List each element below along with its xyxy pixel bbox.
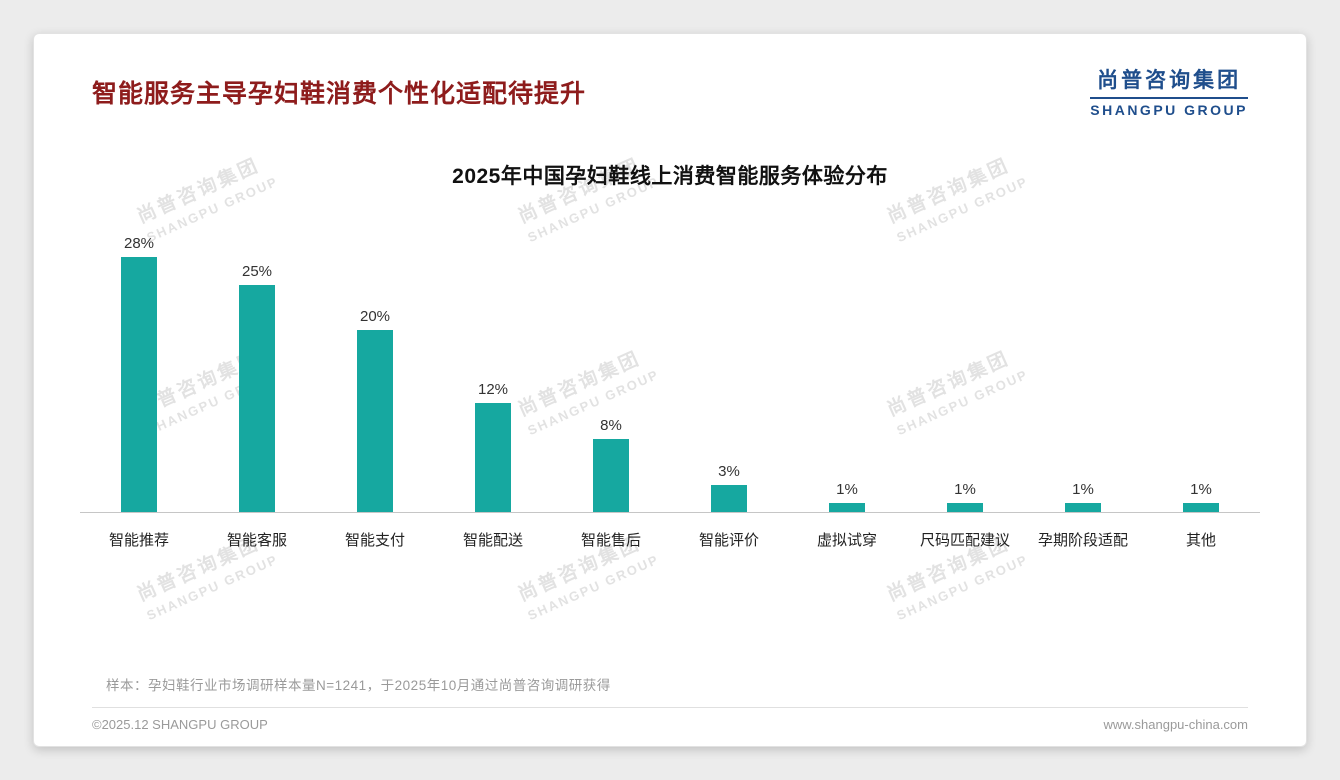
bar-value-label: 1% <box>836 480 858 498</box>
bar <box>239 284 275 512</box>
page-title: 智能服务主导孕妇鞋消费个性化适配待提升 <box>92 80 587 108</box>
footer: ©2025.12 SHANGPU GROUP www.shangpu-china… <box>92 707 1248 732</box>
logo-cn-text: 尚普咨询集团 <box>1090 64 1248 99</box>
bar-chart: 28% 25% 20% 12% 8% 3% 1% 1% 1% 1% 智能推荐 智能客服 智能支付 智能配… <box>80 220 1260 550</box>
category-label: 智能评价 <box>698 532 759 549</box>
category-label: 孕期阶段适配 <box>1037 532 1128 549</box>
category-label: 智能支付 <box>344 532 405 549</box>
category-label: 智能客服 <box>226 532 287 549</box>
bar-value-label: 20% <box>359 308 391 325</box>
bar <box>829 502 865 512</box>
bar-column: 25% <box>198 262 316 512</box>
company-logo: 尚普咨询集团 SHANGPU GROUP <box>1090 64 1248 118</box>
category-label: 其他 <box>1185 532 1216 549</box>
category-label: 智能推荐 <box>108 532 169 549</box>
bar-value-label: 1% <box>1190 480 1212 498</box>
bar-value-label: 28% <box>123 235 155 253</box>
bar <box>357 330 393 512</box>
bar-value-label: 25% <box>241 262 273 280</box>
header: 智能服务主导孕妇鞋消费个性化适配待提升 尚普咨询集团 SHANGPU GROUP <box>34 34 1306 118</box>
sample-note: 样本：孕妇鞋行业市场调研样本量N=1241，于2025年10月通过尚普咨询调研获… <box>106 678 611 693</box>
bar-column: 1% <box>906 481 1024 512</box>
bar <box>947 502 983 512</box>
bar-value-label: 12% <box>477 380 509 398</box>
bar <box>121 257 157 512</box>
watermark-en-text: SHANGPU GROUP <box>894 551 1031 623</box>
chart-title: 2025年中国孕妇鞋线上消费智能服务体验分布 <box>452 165 888 188</box>
copyright-text: ©2025.12 SHANGPU GROUP <box>92 717 268 732</box>
category-label: 智能售后 <box>580 532 641 549</box>
bar <box>1065 502 1101 512</box>
watermark-en-text: SHANGPU GROUP <box>525 551 662 623</box>
website-text: www.shangpu-china.com <box>1103 717 1248 732</box>
bar-value-label: 1% <box>954 480 976 498</box>
chart-plot-area: 28% 25% 20% 12% 8% 3% 1% 1% 1% 1% <box>80 220 1260 512</box>
bar <box>711 484 747 512</box>
category-label: 虚拟试穿 <box>816 532 877 549</box>
bar-column: 8% <box>552 417 670 512</box>
bar-column: 12% <box>434 381 552 512</box>
bar-value-label: 1% <box>1072 480 1094 498</box>
x-axis-labels: 智能推荐 智能客服 智能支付 智能配送 智能售后 智能评价 虚拟试穿 尺码匹配建议 孕期阶段适配… <box>80 529 1260 550</box>
bar-value-label: 3% <box>718 462 740 480</box>
bar-column: 3% <box>670 463 788 512</box>
bar <box>475 402 511 512</box>
bar-column: 1% <box>788 481 906 512</box>
bar-column: 20% <box>316 308 434 512</box>
bar-value-label: 8% <box>600 417 622 435</box>
category-label: 尺码匹配建议 <box>919 532 1010 549</box>
logo-en-text: SHANGPU GROUP <box>1090 102 1248 118</box>
bar <box>593 439 629 512</box>
slide-card: 尚普咨询集团 SHANGPU GROUP 尚普咨询集团 SHANGPU GROUP 尚普… <box>33 33 1307 747</box>
watermark-en-text: SHANGPU GROUP <box>143 551 281 623</box>
bar-column: 28% <box>80 235 198 512</box>
bar-column: 1% <box>1142 481 1260 512</box>
bar-column: 1% <box>1024 481 1142 512</box>
bar <box>1183 502 1219 512</box>
x-axis-line <box>80 512 1260 513</box>
category-label: 智能配送 <box>462 532 523 549</box>
